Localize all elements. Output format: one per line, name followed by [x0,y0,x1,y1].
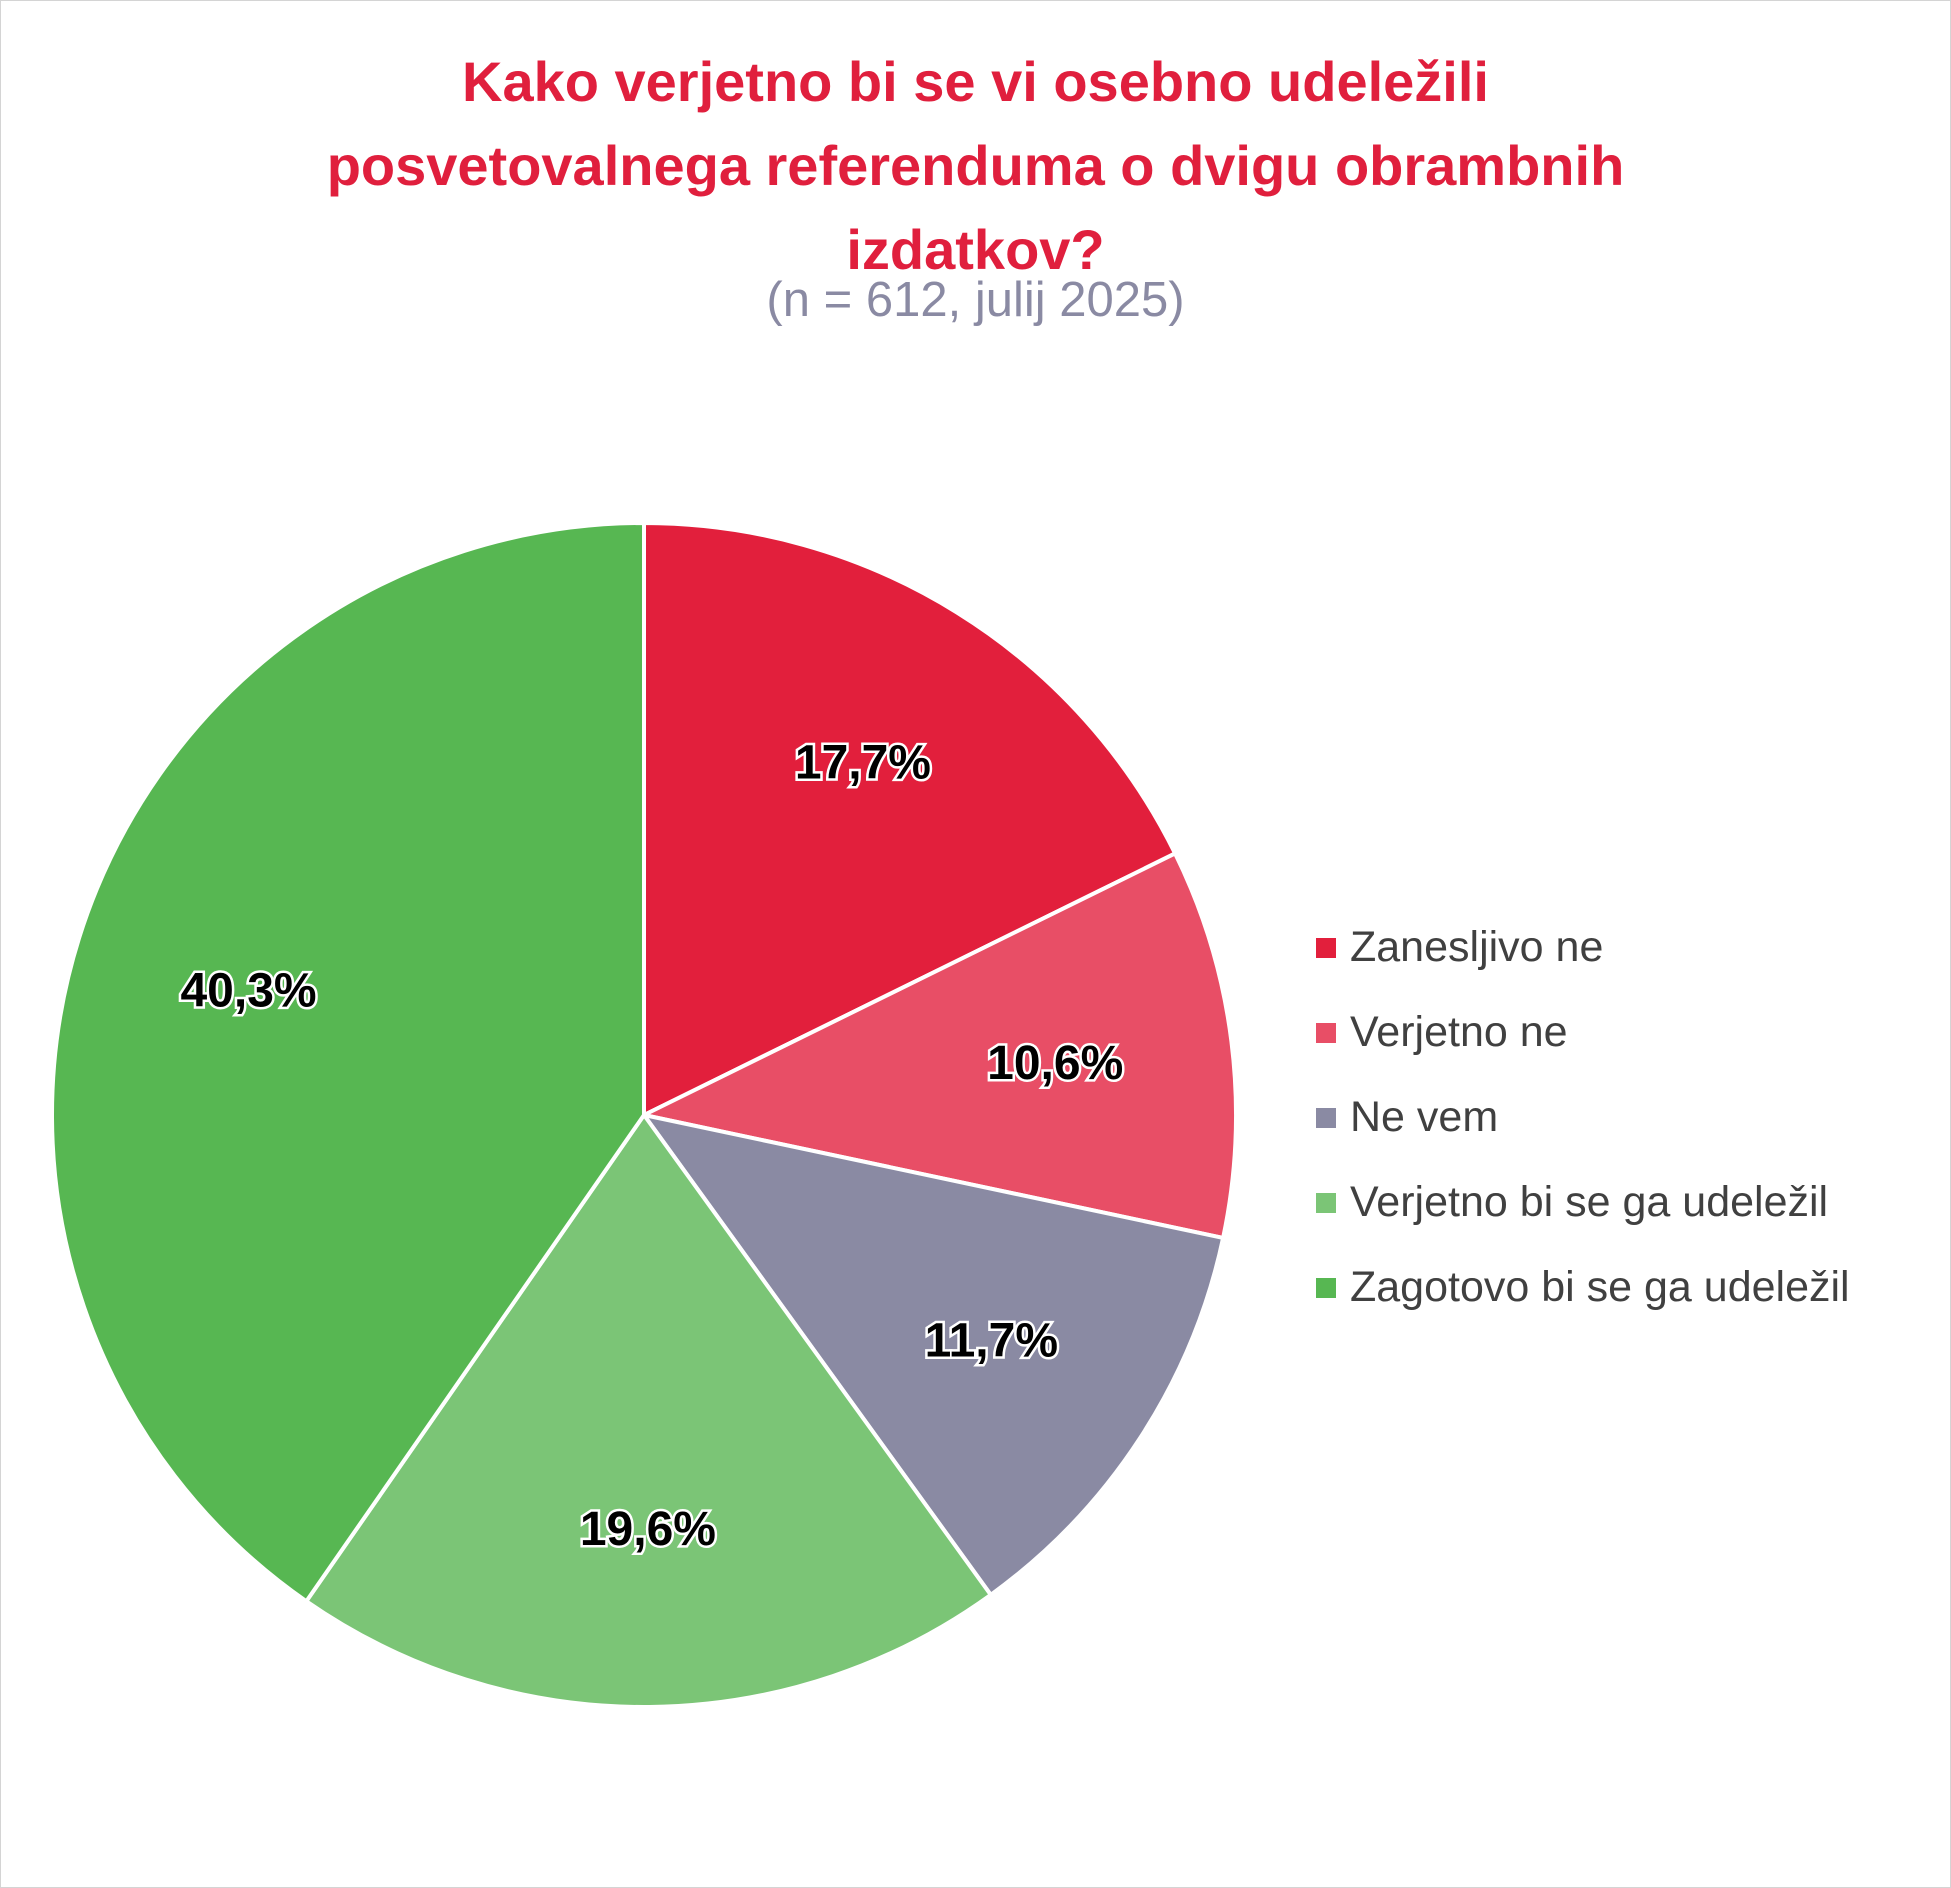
pie-slice-zanesljivo-ne [642,521,1178,1117]
legend-label: Zagotovo bi se ga udeležil [1350,1263,1850,1311]
legend-swatch [1316,937,1336,958]
data-label-verjetno-ne: 10,6% [987,1037,1123,1090]
legend-swatch [1316,1277,1336,1298]
legend-item-zanesljivo-ne: Zanesljivo ne [1316,905,1850,990]
legend-swatch [1316,1192,1336,1213]
data-label-verjetno-bi-se-ga-udelezil: 19,6% [580,1503,716,1556]
pie-slice-verjetno-ne [642,851,1238,1240]
pie-slice-verjetno-bi-se-ga-udelezil [304,1113,993,1709]
chart-legend: Zanesljivo ne Verjetno ne Ne vem Verjetno b… [1316,905,1850,1330]
legend-item-zagotovo-bi-se-ga-udelezil: Zagotovo bi se ga udeležil [1316,1245,1850,1330]
data-label-zanesljivo-ne: 17,7% [795,737,931,790]
legend-label: Verjetno bi se ga udeležil [1350,1178,1829,1226]
chart-title-line-2: posvetovalnega referenduma o dvigu obram… [326,134,1625,197]
legend-label: Zanesljivo ne [1350,923,1604,971]
chart-title: Kako verjetno bi se vi osebno udeležili … [0,40,1951,292]
pie-slice-ne-vem [642,1113,1226,1597]
legend-item-ne-vem: Ne vem [1316,1075,1850,1160]
legend-label: Verjetno ne [1350,1008,1568,1056]
legend-swatch [1316,1022,1336,1043]
legend-item-verjetno-bi-se-ga-udelezil: Verjetno bi se ga udeležil [1316,1160,1850,1245]
legend-swatch [1316,1107,1336,1128]
legend-item-verjetno-ne: Verjetno ne [1316,990,1850,1075]
data-label-zagotovo-bi-se-ga-udelezil: 40,3% [180,965,316,1018]
data-label-ne-vem: 11,7% [925,1315,1058,1368]
legend-label: Ne vem [1350,1093,1499,1141]
chart-title-line-3: izdatkov? [846,218,1105,281]
chart-title-line-1: Kako verjetno bi se vi osebno udeležili [462,50,1489,113]
pie-slice-zagotovo-bi-se-ga-udelezil [50,521,646,1604]
chart-subtitle: (n = 612, julij 2025) [766,273,1185,327]
